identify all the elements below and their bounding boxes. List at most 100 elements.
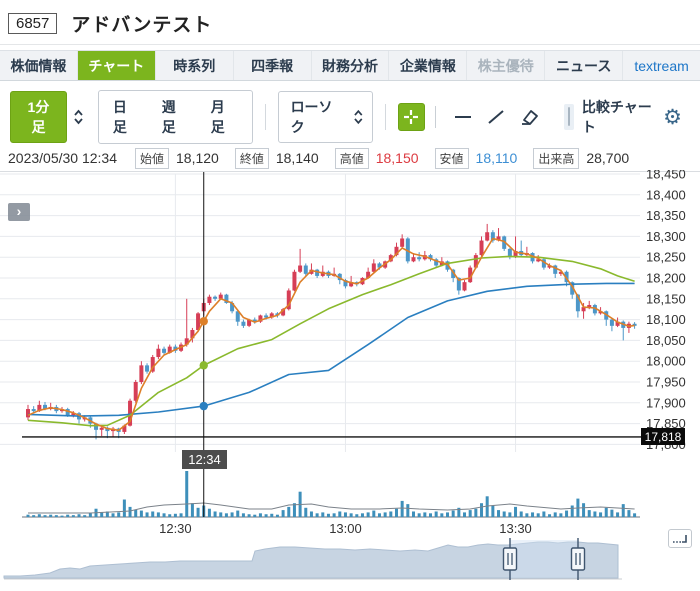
volume-bar	[139, 510, 143, 517]
candle-body	[564, 271, 569, 283]
trend-line-icon	[488, 110, 504, 124]
crosshair-dot-orange	[199, 317, 208, 326]
volume-bar	[32, 515, 36, 517]
y-axis-label: 18,200	[646, 271, 686, 286]
candle-body	[235, 311, 240, 322]
navigator-selected-range[interactable]	[510, 540, 578, 578]
toolbar-divider	[264, 104, 266, 130]
candle-body	[133, 382, 138, 401]
horizontal-line-tool-button[interactable]	[450, 104, 475, 130]
trend-line-tool-button[interactable]	[483, 104, 508, 130]
volume-bar	[604, 507, 608, 517]
volume-bar	[377, 513, 381, 517]
interval-option-月足[interactable]: 月足	[210, 99, 225, 135]
candle-body	[315, 269, 320, 276]
candle-body	[609, 319, 614, 326]
candle-body	[502, 236, 507, 249]
eraser-tool-button[interactable]	[517, 104, 542, 130]
tab-チャート[interactable]: チャート	[77, 51, 156, 80]
tab-株価情報[interactable]: 株価情報	[0, 51, 78, 80]
tab-ニュース[interactable]: ニュース	[545, 51, 624, 80]
compare-chart-control: 比較チャート	[563, 97, 663, 137]
volume-bar	[338, 511, 342, 517]
candle-body	[349, 282, 354, 287]
horizontal-line-icon	[454, 116, 471, 118]
compare-chart-checkbox[interactable]	[567, 107, 570, 126]
volume-bar	[394, 508, 398, 517]
gear-icon[interactable]: ⚙	[663, 105, 682, 129]
interval-option-週足[interactable]: 週足	[161, 99, 176, 135]
navigator-handle-2[interactable]	[570, 547, 586, 571]
volume-bar	[570, 505, 574, 517]
volume-bar	[616, 512, 620, 517]
candle-body	[173, 346, 178, 351]
volume-bar	[633, 513, 637, 517]
chart-type-select[interactable]: ローソク	[277, 91, 373, 143]
tab-四季報[interactable]: 四季報	[234, 51, 312, 80]
candle-body	[26, 409, 30, 418]
tab-textream[interactable]: textream	[634, 57, 689, 74]
candle-body	[417, 257, 422, 260]
volume-bar	[88, 513, 92, 517]
candle-body	[615, 321, 620, 326]
candle-body	[468, 267, 473, 283]
toolbar-divider	[434, 106, 436, 128]
y-axis-label: 17,850	[646, 416, 686, 431]
candle-body	[218, 294, 223, 299]
quote-datetime: 2023/05/30 12:34	[8, 150, 117, 166]
volume-bar	[491, 505, 495, 517]
candle-body	[207, 296, 212, 303]
volume-bar	[514, 506, 518, 517]
volume-bar	[434, 511, 438, 517]
volume-bar	[224, 513, 228, 517]
volume-bar	[43, 515, 47, 517]
candle-body	[320, 271, 325, 276]
volume-bar	[270, 513, 274, 517]
volume-bar	[372, 510, 376, 517]
candle-body	[490, 232, 495, 241]
candle-body	[462, 282, 467, 291]
candle-body	[575, 294, 580, 312]
crosshair-tool-button[interactable]	[397, 103, 425, 131]
volume-bar	[406, 504, 410, 517]
quote-field-value: 18,140	[275, 150, 319, 166]
y-axis-label: 18,100	[646, 312, 686, 327]
volume-bar	[258, 513, 262, 517]
volume-bar	[383, 512, 387, 517]
volume-bar	[292, 503, 296, 517]
navigator-handle-1[interactable]	[502, 547, 518, 571]
ma-line-green	[27, 255, 635, 427]
volume-bar	[355, 514, 359, 517]
volume-bar	[105, 511, 109, 517]
volume-bar	[389, 511, 393, 517]
candle-body	[479, 240, 484, 256]
chevron-up-down-icon	[74, 109, 83, 125]
candle-body	[156, 348, 161, 358]
quote-bar: 2023/05/30 12:34 始値 18,120 終値 18,140 高値 18,15…	[0, 146, 700, 170]
panel-expand-button[interactable]: ›	[8, 203, 30, 221]
x-axis-label: 13:00	[329, 521, 362, 536]
volume-bar	[247, 514, 251, 517]
tab-財務分析[interactable]: 財務分析	[312, 51, 390, 80]
volume-bar	[253, 514, 257, 517]
volume-bar	[134, 509, 138, 517]
volume-bar	[117, 512, 121, 517]
interval-button[interactable]: 1分足	[10, 91, 67, 143]
tab-企業情報[interactable]: 企業情報	[389, 51, 468, 80]
interval-stepper[interactable]	[73, 108, 84, 126]
y-axis-label: 18,350	[646, 208, 686, 223]
reset-zoom-button[interactable]	[668, 529, 692, 548]
tab-時系列[interactable]: 時系列	[156, 51, 234, 80]
volume-bar	[553, 512, 557, 517]
candle-body	[122, 425, 127, 432]
volume-bar	[417, 513, 421, 517]
price-chart[interactable]: 18,450 18,400 18,350 18,300 18,250 18,200 18,1…	[0, 170, 700, 591]
volume-bar	[525, 513, 529, 517]
candle-body	[286, 290, 291, 310]
crosshair-dot-green	[199, 361, 208, 370]
interval-option-日足[interactable]: 日足	[112, 99, 127, 135]
y-axis-label: 18,250	[646, 250, 686, 265]
volume-bar	[440, 513, 444, 517]
candle-body	[598, 311, 603, 314]
